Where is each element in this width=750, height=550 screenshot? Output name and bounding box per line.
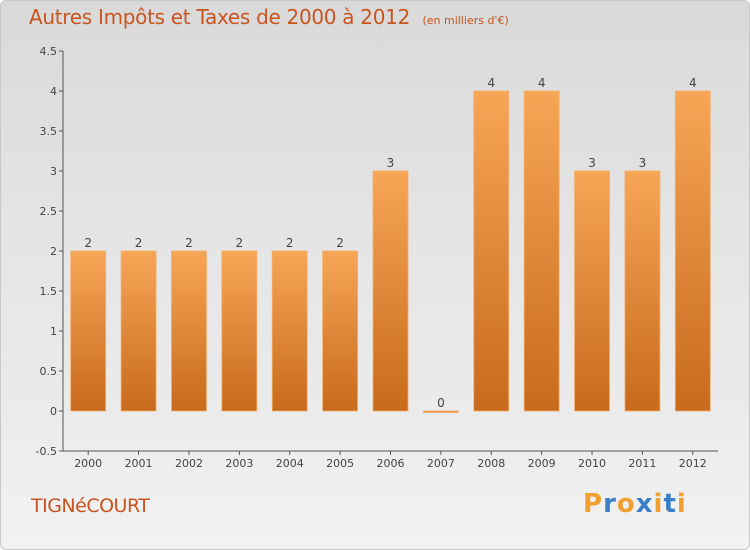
x-tick-label: 2005 <box>326 457 354 470</box>
x-tick-label: 2001 <box>125 457 153 470</box>
bar <box>120 250 157 412</box>
y-tick-label: 4.5 <box>40 45 58 58</box>
data-label: 4 <box>487 76 495 90</box>
y-tick-label: 2.5 <box>40 205 58 218</box>
x-tick-label: 2012 <box>679 457 707 470</box>
chart-data-labels: 2 2 2 2 2 2 3 0 4 4 3 3 4 <box>84 76 696 410</box>
data-label: 2 <box>236 236 244 250</box>
y-tick-label: 1 <box>50 325 57 338</box>
x-tick-label: 2011 <box>628 457 656 470</box>
x-tick-label: 2006 <box>377 457 405 470</box>
data-label: 0 <box>437 396 445 410</box>
data-label: 4 <box>538 76 546 90</box>
x-tick-label: 2007 <box>427 457 455 470</box>
data-label: 2 <box>135 236 143 250</box>
x-tick-label: 2004 <box>276 457 304 470</box>
bar <box>674 90 711 412</box>
data-label: 4 <box>689 76 697 90</box>
y-tick-label: 4 <box>50 85 57 98</box>
bar <box>523 90 560 412</box>
x-tick-label: 2000 <box>74 457 102 470</box>
y-tick-label: -0.5 <box>36 445 57 458</box>
bar <box>322 250 359 412</box>
data-label: 3 <box>387 156 395 170</box>
proxiti-logo[interactable]: Proxiti <box>583 489 687 519</box>
bar <box>422 410 459 413</box>
bar <box>70 250 107 412</box>
data-label: 3 <box>639 156 647 170</box>
data-label: 2 <box>336 236 344 250</box>
data-label: 3 <box>588 156 596 170</box>
logo-letter: i <box>653 489 664 519</box>
y-tick-label: 2 <box>50 245 57 258</box>
bar <box>171 250 207 412</box>
chart-title-block: Autres Impôts et Taxes de 2000 à 2012 (e… <box>29 5 509 29</box>
y-tick-label: 0 <box>50 405 57 418</box>
bar <box>624 170 661 412</box>
bar <box>473 90 510 412</box>
data-label: 2 <box>84 236 92 250</box>
x-tick-label: 2010 <box>578 457 606 470</box>
chart-subtitle: (en milliers d'€) <box>422 14 509 27</box>
logo-letter: i <box>676 489 687 519</box>
commune-name: TIGNéCOURT <box>31 495 150 517</box>
logo-letter: P <box>583 489 604 519</box>
chart-title: Autres Impôts et Taxes de 2000 à 2012 <box>29 5 410 29</box>
chart-bars <box>70 90 711 413</box>
chart-axes: -0.5 0 0.5 1 1.5 2 2.5 3 3.5 4 4.5 2000 2001 2002 2003… <box>36 45 718 470</box>
x-tick-label: 2009 <box>528 457 556 470</box>
x-tick-label: 2008 <box>477 457 505 470</box>
x-tick-label: 2003 <box>225 457 253 470</box>
x-tick-label: 2002 <box>175 457 203 470</box>
bar <box>574 170 610 412</box>
y-tick-label: 3.5 <box>40 125 58 138</box>
y-tick-label: 1.5 <box>40 285 58 298</box>
logo-letter: o <box>616 489 636 519</box>
data-label: 2 <box>185 236 193 250</box>
bar <box>372 170 409 412</box>
bar <box>221 250 258 412</box>
y-tick-label: 0.5 <box>40 365 58 378</box>
data-label: 2 <box>286 236 294 250</box>
logo-letter: t <box>663 489 677 519</box>
logo-letter: r <box>603 489 617 519</box>
bar <box>271 250 308 412</box>
y-tick-label: 3 <box>50 165 57 178</box>
logo-letter: x <box>635 489 654 519</box>
